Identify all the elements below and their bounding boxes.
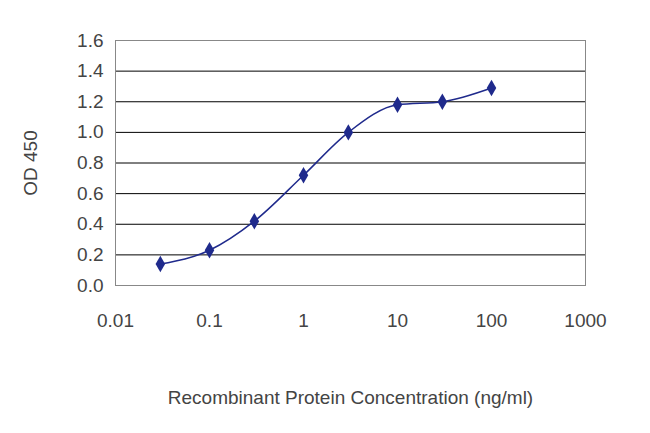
svg-text:100: 100 (476, 310, 508, 331)
svg-text:0.4: 0.4 (77, 213, 104, 234)
svg-text:OD 450: OD 450 (20, 130, 41, 195)
svg-text:0.0: 0.0 (77, 275, 103, 296)
svg-text:10: 10 (387, 310, 408, 331)
svg-text:0.1: 0.1 (196, 310, 222, 331)
svg-text:1000: 1000 (564, 310, 606, 331)
svg-text:Recombinant Protein Concentrat: Recombinant Protein Concentration (ng/ml… (168, 387, 533, 408)
svg-text:1.4: 1.4 (77, 60, 104, 81)
svg-text:0.01: 0.01 (97, 310, 134, 331)
svg-text:1.6: 1.6 (77, 30, 103, 51)
svg-text:0.6: 0.6 (77, 183, 103, 204)
svg-text:0.8: 0.8 (77, 152, 103, 173)
svg-text:1: 1 (298, 310, 309, 331)
svg-text:0.2: 0.2 (77, 244, 103, 265)
svg-text:1.2: 1.2 (77, 91, 103, 112)
svg-text:1.0: 1.0 (77, 121, 103, 142)
